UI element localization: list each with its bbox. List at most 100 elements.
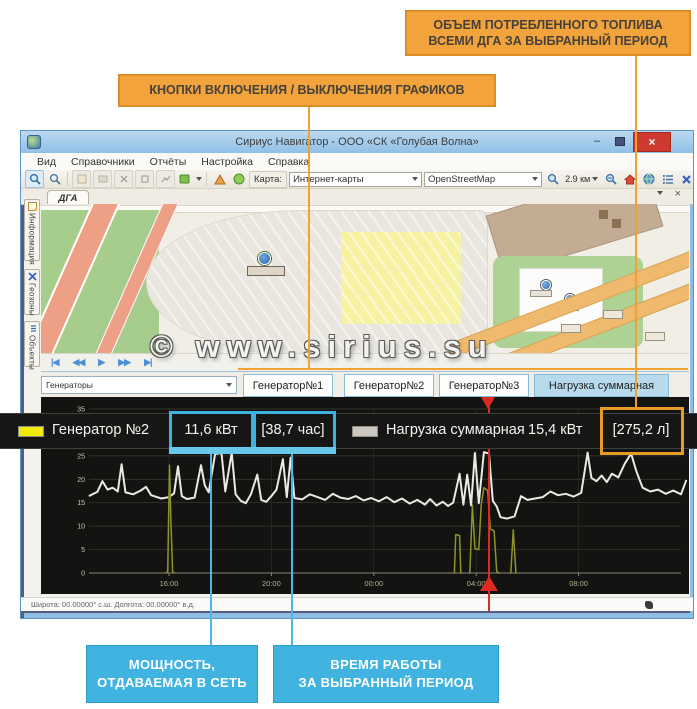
svg-text:04:00: 04:00	[467, 579, 486, 588]
globe-icon[interactable]	[640, 171, 657, 187]
menu-item-nastroyka[interactable]: Настройка	[201, 155, 253, 168]
callout-power-connector-line	[210, 454, 212, 645]
play-icon[interactable]: ▶	[98, 357, 105, 367]
sidebar-tab-objects[interactable]: Объекты	[24, 321, 40, 371]
toolbar: Карта: Интернет-карты OpenStreetMap 2.9 …	[21, 170, 693, 189]
callout-fuel-line2: ВСЕМИ ДГА ЗА ВЫБРАННЫЙ ПЕРИОД	[428, 34, 668, 48]
menu-item-vid[interactable]: Вид	[37, 155, 56, 168]
legend-total-load-label: Нагрузка суммарная	[386, 422, 525, 438]
callout-power-line1: МОЩНОСТЬ,	[128, 657, 216, 673]
measure-triangle-icon[interactable]	[211, 171, 228, 187]
callout-time-line2: ЗА ВЫБРАННЫЙ ПЕРИОД	[298, 675, 474, 690]
callout-buttons-connector-v	[308, 103, 310, 369]
legend-generator2-hours: [38,7 час]	[261, 422, 325, 438]
generators-combobox-value: Генераторы	[46, 380, 93, 390]
cursor-line	[488, 398, 490, 611]
search-icon[interactable]	[46, 171, 63, 187]
watermark: © www.sirius.su	[150, 329, 494, 364]
map-poi-icon	[612, 219, 621, 228]
map-road-label-chip	[561, 324, 581, 333]
skip-end-icon[interactable]: ▶|	[144, 357, 153, 367]
legend-generator2-label: Генератор №2	[52, 422, 150, 438]
list-icon[interactable]	[659, 171, 676, 187]
callout-fuel-line1: ОБЪЕМ ПОТРЕБЛЕННОГО ТОПЛИВА	[433, 17, 663, 32]
zoom-out-icon[interactable]	[544, 171, 561, 187]
graph-button-generator2[interactable]: Генератор№2	[344, 374, 434, 397]
tab-dga-label: ДГА	[58, 192, 78, 204]
tab-dga[interactable]: ДГА	[47, 190, 89, 205]
menu-item-otchety[interactable]: Отчёты	[149, 155, 187, 168]
svg-text:16:00: 16:00	[160, 579, 179, 588]
graph-button-generator1[interactable]: Генератор№1	[243, 374, 333, 397]
generators-combobox[interactable]: Генераторы	[41, 376, 237, 394]
svg-text:20: 20	[77, 477, 85, 484]
legend-total-load-fuel: [275,2 л]	[612, 422, 670, 438]
info-note-icon	[27, 202, 37, 211]
fit-icon	[135, 170, 154, 188]
document-tab-strip: ДГА ×	[21, 189, 693, 205]
app-icon	[27, 135, 41, 149]
layers-dropdown-arrow[interactable]	[196, 177, 202, 181]
svg-text:08:00: 08:00	[569, 579, 588, 588]
skip-start-icon[interactable]: |◀	[51, 357, 60, 367]
graph-button-generator3[interactable]: Генератор№3	[439, 374, 529, 397]
highlight-box-power	[169, 411, 254, 450]
chart-legend-bar: Генератор №2 11,6 кВт [38,7 час] Нагрузк…	[0, 413, 697, 449]
highlight-strip-power	[169, 447, 254, 454]
zoom-select-icon[interactable]	[25, 170, 44, 188]
minimize-button[interactable]: –	[587, 134, 607, 148]
combo-dropdown-arrow	[226, 383, 232, 387]
close-button[interactable]: ×	[633, 132, 671, 152]
callout-fuel-consumed: ОБЪЕМ ПОТРЕБЛЕННОГО ТОПЛИВА ВСЕМИ ДГА ЗА…	[405, 10, 691, 56]
edit-icon	[93, 170, 112, 188]
rewind-icon[interactable]: ◀◀	[72, 357, 85, 367]
objects-list-icon	[30, 325, 36, 332]
cursor-bottom-arrow	[480, 576, 498, 591]
map-viewport[interactable]	[41, 204, 689, 353]
track-icon	[156, 170, 175, 188]
graph-button-total-load[interactable]: Нагрузка суммарная	[534, 374, 669, 397]
grid-icon[interactable]	[72, 170, 91, 188]
sidebar-tab-label: Объекты	[27, 335, 37, 371]
geozone-icon	[27, 272, 37, 281]
close-route-icon[interactable]	[678, 171, 695, 187]
sidebar-tab-geozones[interactable]: Геозоны	[24, 269, 40, 316]
menu-item-spravka[interactable]: Справка	[267, 155, 310, 168]
sidebar-tab-label: Информация	[27, 213, 37, 265]
callout-graph-buttons-text: КНОПКИ ВКЛЮЧЕНИЯ / ВЫКЛЮЧЕНИЯ ГРАФИКОВ	[149, 83, 465, 98]
highlight-strip-hours	[253, 447, 336, 454]
svg-text:0: 0	[81, 571, 85, 578]
graph-controls-row: Генераторы Генератор№1 Генератор№2 Генер…	[41, 371, 689, 398]
tab-close-icon[interactable]: ×	[674, 188, 681, 200]
callout-time-line1: ВРЕМЯ РАБОТЫ	[330, 657, 442, 673]
sidebar-tab-information[interactable]: Информация	[24, 199, 40, 265]
maximize-button[interactable]	[611, 134, 629, 148]
svg-text:25: 25	[77, 453, 85, 460]
map-kind-combobox[interactable]: Интернет-карты	[289, 171, 423, 187]
map-object-marker-label	[530, 290, 552, 297]
layers-cube-icon[interactable]	[177, 171, 194, 187]
map-object-marker[interactable]	[541, 280, 551, 290]
sphere-icon[interactable]	[230, 171, 247, 187]
callout-time-connector-line	[291, 454, 293, 645]
title-bar[interactable]: Сириус Навигатор - ООО «СК «Голубая Волн…	[21, 131, 693, 153]
menu-item-spravochniki[interactable]: Справочники	[71, 155, 135, 168]
home-icon[interactable]	[621, 171, 638, 187]
minimize-icon: –	[593, 135, 601, 147]
highlight-box-hours	[253, 411, 336, 450]
tab-list-dropdown-icon[interactable]	[657, 191, 663, 195]
map-vessel-marker[interactable]	[258, 252, 271, 265]
svg-text:35: 35	[77, 406, 85, 413]
menu-bar: Вид Справочники Отчёты Настройка Справка	[21, 153, 693, 170]
toolbar-separator	[67, 172, 68, 186]
fast-forward-icon[interactable]: ▶▶	[118, 357, 131, 367]
map-provider-value: OpenStreetMap	[428, 173, 496, 185]
map-provider-combobox[interactable]: OpenStreetMap	[424, 171, 543, 187]
status-bar: Широта: 00.00000° с.ш. Долгота: 00.00000…	[21, 597, 693, 611]
svg-text:15: 15	[77, 500, 85, 507]
map-scale-control[interactable]: 2.9 км	[563, 174, 600, 184]
combo-dropdown-arrow	[412, 177, 419, 181]
zoom-in-icon[interactable]	[602, 171, 619, 187]
graph-button-label: Нагрузка суммарная	[548, 379, 655, 392]
